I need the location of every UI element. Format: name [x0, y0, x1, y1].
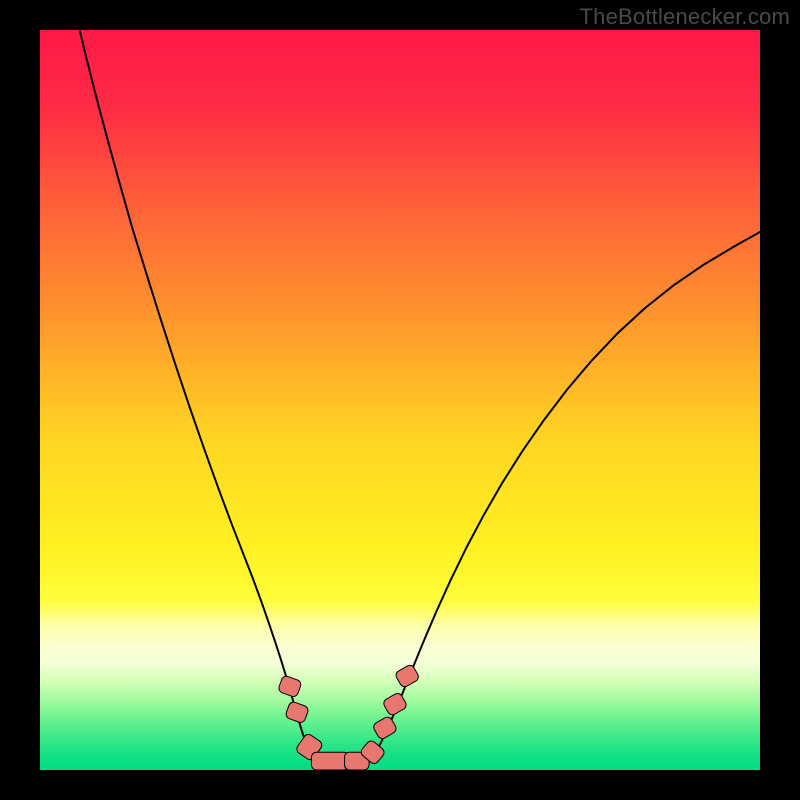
chart-stage: TheBottlenecker.com	[0, 0, 800, 800]
marker-3	[311, 752, 348, 770]
plot-area	[40, 30, 760, 770]
watermark-text: TheBottlenecker.com	[580, 4, 790, 30]
plot-svg	[40, 30, 760, 770]
gradient-background	[40, 30, 760, 770]
